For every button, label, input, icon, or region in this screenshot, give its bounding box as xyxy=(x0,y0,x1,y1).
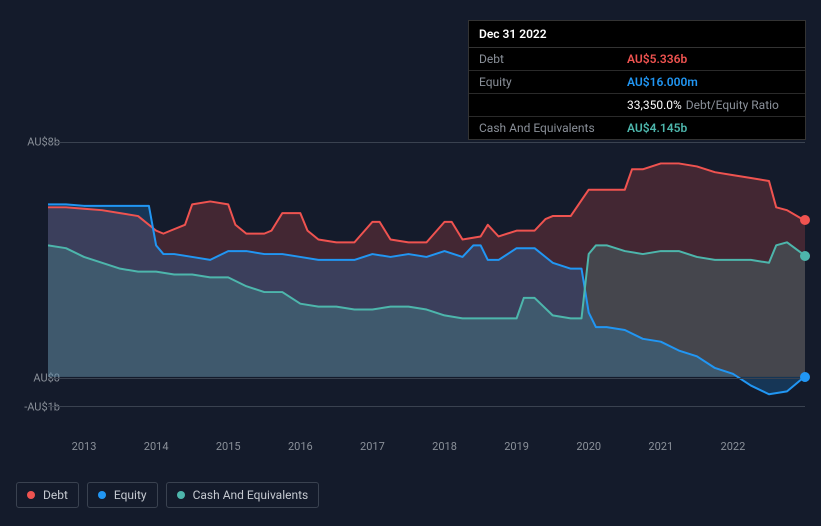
tooltip-value: 33,350.0%Debt/Equity Ratio xyxy=(627,98,779,112)
legend-dot-icon xyxy=(177,491,185,499)
x-axis-label: 2021 xyxy=(648,440,673,453)
plot-region[interactable] xyxy=(48,142,805,407)
x-axis-label: 2014 xyxy=(144,440,169,453)
tooltip-rows: DebtAU$5.336bEquityAU$16.000m33,350.0%De… xyxy=(469,48,805,139)
tooltip-row: 33,350.0%Debt/Equity Ratio xyxy=(469,94,805,117)
legend: Debt Equity Cash And Equivalents xyxy=(16,482,319,508)
x-axis-label: 2015 xyxy=(216,440,241,453)
tooltip-value: AU$4.145b xyxy=(627,121,687,135)
chart-area: AU$8bAU$0-AU$1b 201320142015201620172018… xyxy=(16,120,805,470)
tooltip-value: AU$16.000m xyxy=(627,75,698,89)
tooltip-panel: Dec 31 2022 DebtAU$5.336bEquityAU$16.000… xyxy=(468,20,806,140)
tooltip-row: DebtAU$5.336b xyxy=(469,48,805,71)
end-dot-cash xyxy=(800,251,810,261)
x-axis-label: 2019 xyxy=(504,440,529,453)
x-axis: 2013 2014 2015 2016 2017 2018 2019 2020 2021 2022 xyxy=(48,440,805,460)
legend-item[interactable]: Equity xyxy=(87,482,158,508)
legend-item[interactable]: Cash And Equivalents xyxy=(166,482,320,508)
legend-label: Equity xyxy=(114,488,147,502)
tooltip-key: Debt xyxy=(479,52,627,66)
x-axis-label: 2022 xyxy=(721,440,746,453)
tooltip-key xyxy=(479,98,627,112)
tooltip-row: Cash And EquivalentsAU$4.145b xyxy=(469,117,805,139)
tooltip-row: EquityAU$16.000m xyxy=(469,71,805,94)
tooltip-key: Cash And Equivalents xyxy=(479,121,627,135)
x-axis-label: 2018 xyxy=(432,440,457,453)
legend-item[interactable]: Debt xyxy=(16,482,79,508)
x-axis-label: 2020 xyxy=(576,440,601,453)
x-axis-label: 2016 xyxy=(288,440,313,453)
tooltip-date: Dec 31 2022 xyxy=(469,21,805,48)
x-axis-label: 2017 xyxy=(360,440,385,453)
end-dot-equity xyxy=(800,372,810,382)
zero-gridline xyxy=(48,378,805,379)
end-dot-debt xyxy=(800,215,810,225)
legend-label: Cash And Equivalents xyxy=(193,488,309,502)
tooltip-key: Equity xyxy=(479,75,627,89)
tooltip-value: AU$5.336b xyxy=(627,52,687,66)
legend-label: Debt xyxy=(43,488,68,502)
legend-dot-icon xyxy=(98,491,106,499)
legend-dot-icon xyxy=(27,491,35,499)
x-axis-label: 2013 xyxy=(72,440,97,453)
